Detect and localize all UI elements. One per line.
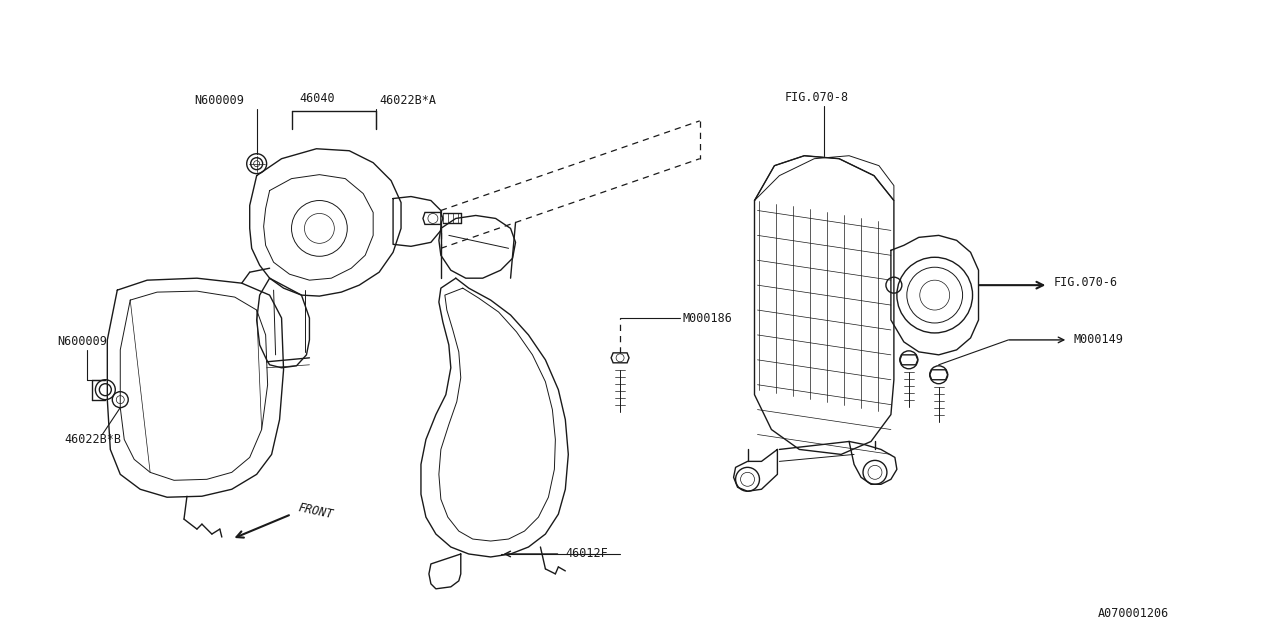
Text: FRONT: FRONT xyxy=(297,501,334,521)
Text: 46040: 46040 xyxy=(300,92,335,106)
Text: A070001206: A070001206 xyxy=(1098,607,1169,620)
Text: 46022B*A: 46022B*A xyxy=(379,95,436,108)
Text: FIG.070-6: FIG.070-6 xyxy=(1053,276,1117,289)
Text: 46022B*B: 46022B*B xyxy=(64,433,122,446)
Text: FIG.070-8: FIG.070-8 xyxy=(785,92,849,104)
Text: 46012F: 46012F xyxy=(566,547,608,561)
Text: N600009: N600009 xyxy=(58,335,108,348)
Text: N600009: N600009 xyxy=(195,95,243,108)
Text: M000186: M000186 xyxy=(682,312,732,324)
Text: M000149: M000149 xyxy=(1073,333,1123,346)
